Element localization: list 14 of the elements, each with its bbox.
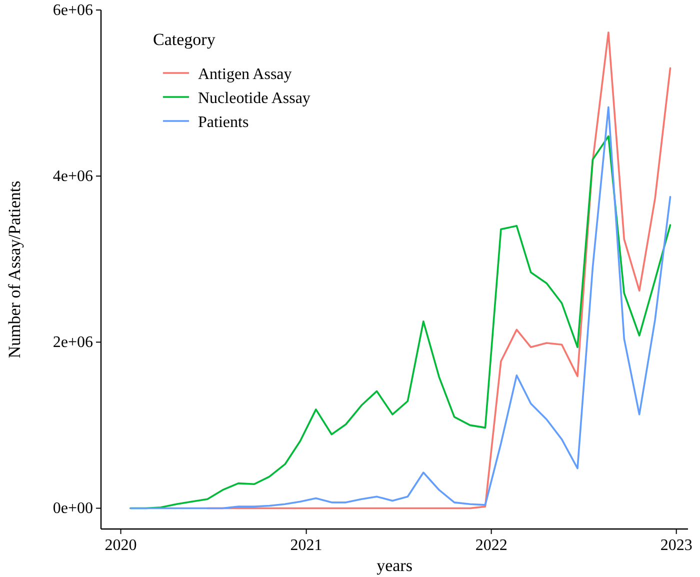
legend-label: Patients <box>198 114 249 131</box>
legend-label: Nucleotide Assay <box>198 90 310 107</box>
x-axis-title: years <box>376 556 412 575</box>
x-tick-label: 2022 <box>475 537 508 554</box>
y-tick-label: 0e+00 <box>52 500 93 518</box>
y-tick-label: 4e+06 <box>52 168 93 186</box>
y-tick-label: 2e+06 <box>52 334 93 352</box>
legend-title: Category <box>153 30 216 49</box>
x-tick-label: 2020 <box>104 537 137 554</box>
x-tick-label: 2021 <box>290 537 322 554</box>
y-tick-label: 6e+06 <box>52 2 93 19</box>
y-axis-title: Number of Assay/Patients <box>5 180 24 358</box>
x-tick-label: 2023 <box>660 537 692 554</box>
legend-label: Antigen Assay <box>198 66 292 83</box>
